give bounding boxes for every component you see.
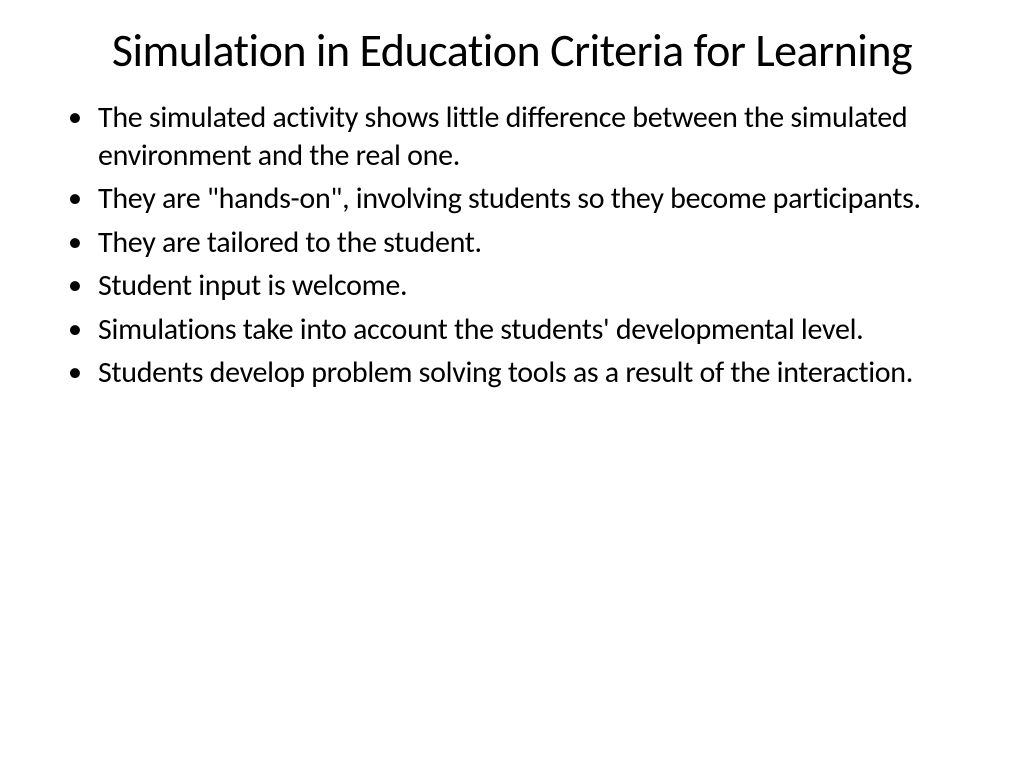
list-item: Student input is welcome. bbox=[98, 267, 964, 305]
list-item: They are "hands-on", involving students … bbox=[98, 180, 964, 218]
list-item: Students develop problem solving tools a… bbox=[98, 354, 964, 392]
bullet-list: The simulated activity shows little diff… bbox=[60, 99, 964, 392]
slide-title: Simulation in Education Criteria for Lea… bbox=[60, 24, 964, 79]
list-item: Simulations take into account the studen… bbox=[98, 311, 964, 349]
list-item: The simulated activity shows little diff… bbox=[98, 99, 964, 174]
list-item: They are tailored to the student. bbox=[98, 224, 964, 262]
